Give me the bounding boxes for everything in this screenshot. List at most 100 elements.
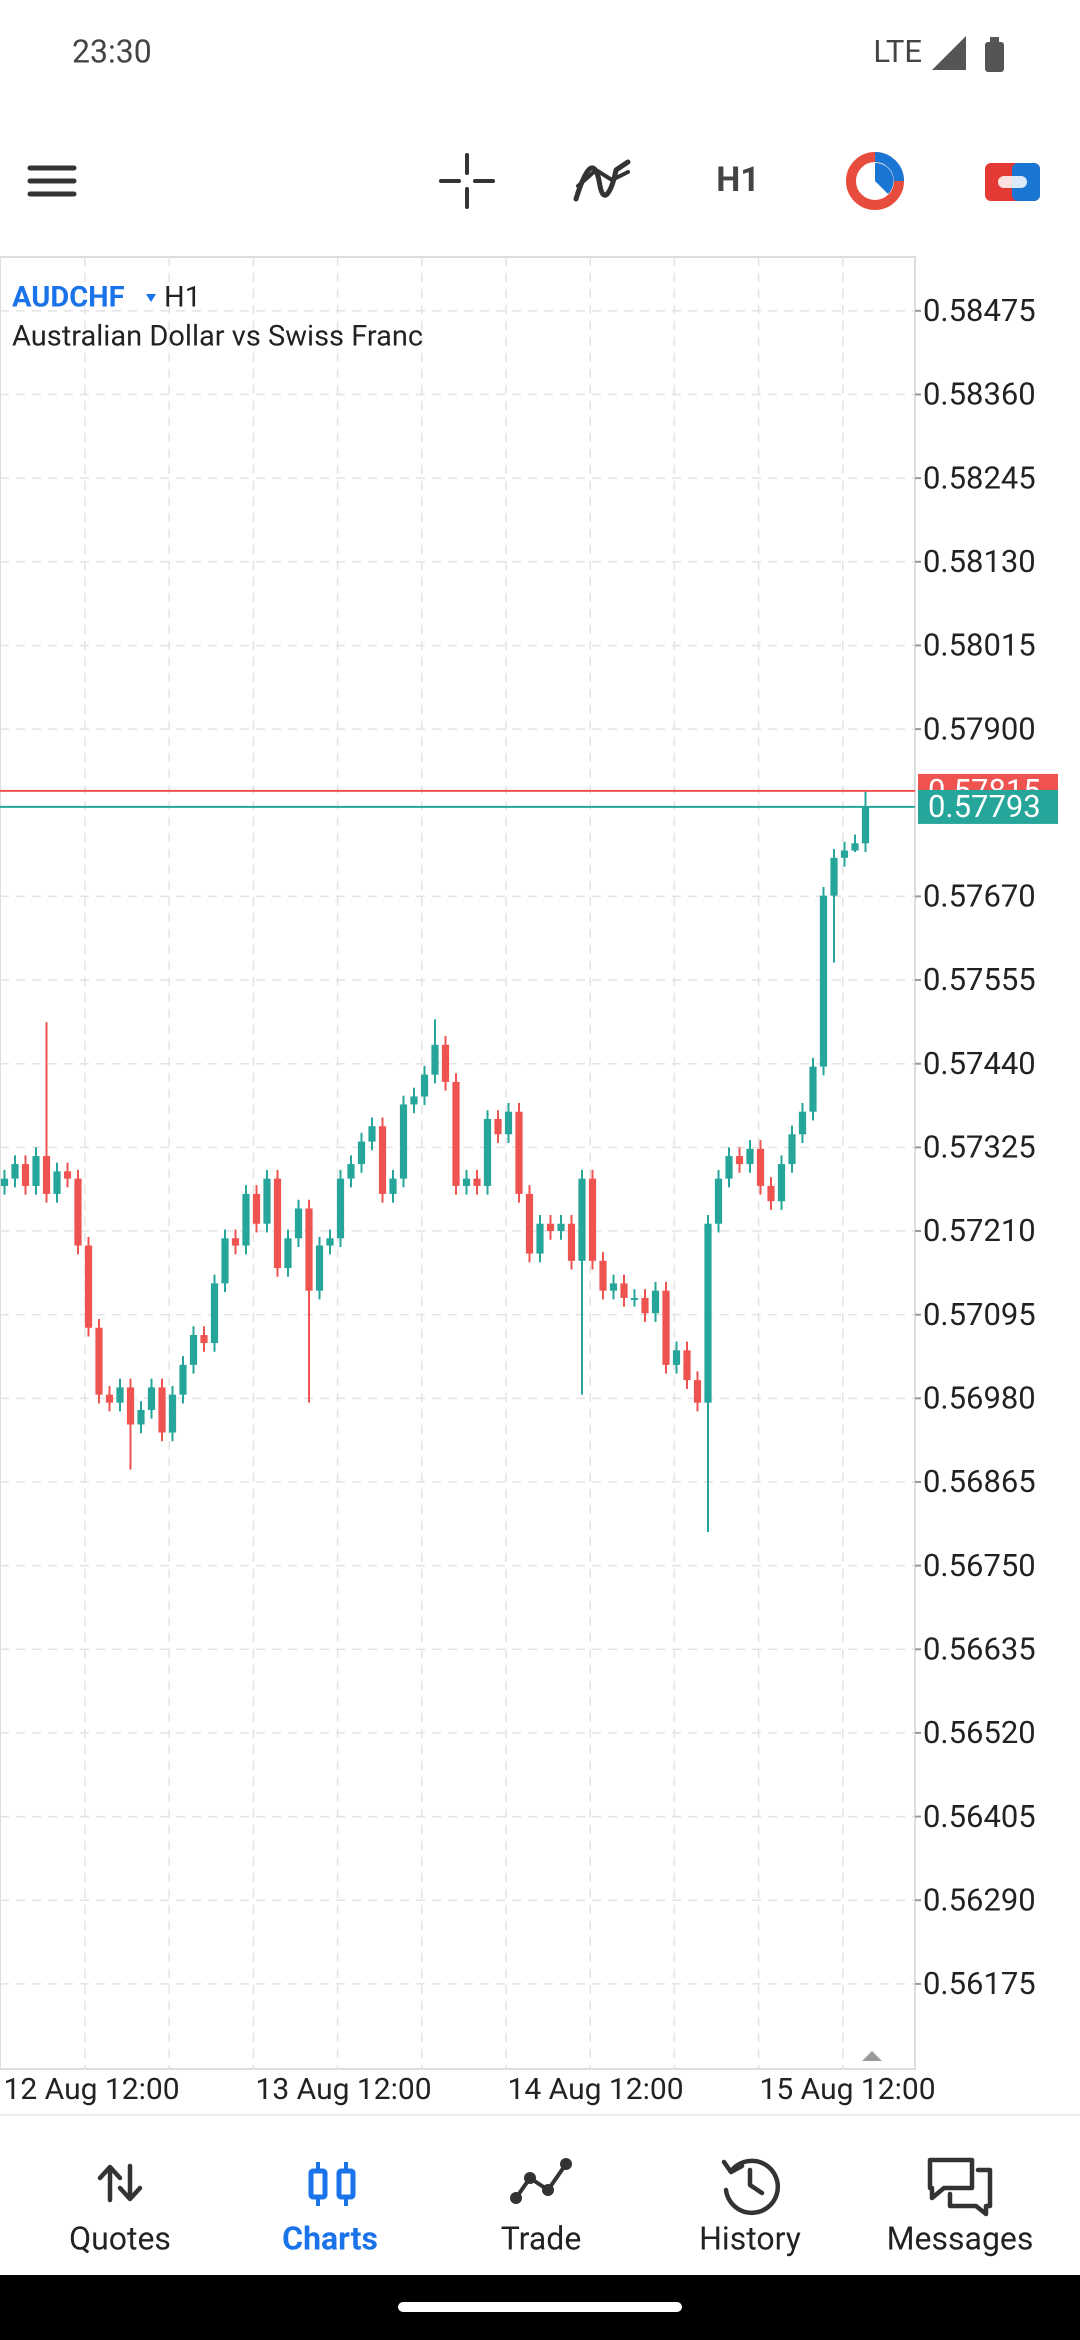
candle-body (651, 1290, 660, 1314)
y-tick-label: 0.58360 (923, 376, 1036, 413)
candle-body (378, 1126, 387, 1194)
y-tick-label: 0.57095 (923, 1296, 1036, 1333)
y-tick-label: 0.57440 (923, 1045, 1036, 1082)
candle-body (861, 806, 870, 844)
candle-body (546, 1223, 555, 1232)
timeframe-button[interactable]: H1 (716, 160, 760, 200)
x-tick-label: 15 Aug 12:00 (760, 2072, 936, 2107)
candle-body (74, 1178, 82, 1246)
candle-body (389, 1178, 397, 1194)
candle-body (735, 1156, 744, 1165)
candle-body (830, 857, 838, 896)
quotes-icon (97, 2163, 143, 2203)
home-indicator[interactable] (398, 2302, 682, 2312)
x-tick-label: 14 Aug 12:00 (508, 2072, 684, 2107)
candle-body (252, 1193, 261, 1224)
candle-body (410, 1096, 418, 1105)
candle-body (504, 1111, 513, 1135)
candle-body (851, 843, 859, 851)
bid-label-box (918, 789, 1058, 824)
y-tick-label: 0.56175 (923, 1965, 1036, 2002)
candle-body (42, 1156, 51, 1194)
candle-body (137, 1409, 145, 1425)
candle-body (105, 1394, 114, 1403)
candle-body (0, 1178, 9, 1186)
candle-body (116, 1387, 124, 1403)
candle-body (809, 1066, 817, 1112)
one-click-button[interactable] (985, 163, 1040, 201)
candle-body (819, 895, 828, 1067)
candle-body (315, 1245, 324, 1291)
symbol-dropdown[interactable] (146, 294, 156, 302)
y-tick-label: 0.57670 (923, 878, 1036, 915)
candle-body (357, 1141, 366, 1165)
signal-icon (932, 36, 966, 70)
candle-body (462, 1178, 471, 1186)
y-tick-label: 0.58245 (923, 459, 1036, 496)
candle-body (609, 1283, 618, 1291)
candle-body (704, 1223, 712, 1403)
candle-body (798, 1111, 807, 1135)
y-tick-label: 0.56980 (923, 1380, 1036, 1417)
y-tick-label: 0.57900 (923, 710, 1036, 747)
candle-body (536, 1223, 544, 1254)
candle-body (179, 1364, 187, 1395)
nav-item[interactable]: Trade (501, 2219, 582, 2257)
candle-body (221, 1238, 229, 1284)
candle-body (368, 1126, 376, 1142)
candle-body (662, 1290, 670, 1365)
candle-body (158, 1387, 166, 1433)
candle-body (746, 1148, 754, 1165)
symbol-name[interactable]: AUDCHF (12, 281, 125, 315)
symbol-timeframe: H1 (164, 281, 201, 315)
y-tick-label: 0.57555 (923, 961, 1036, 998)
nav-item[interactable]: Quotes (69, 2219, 171, 2257)
nav-item[interactable]: Charts (282, 2219, 378, 2257)
candle-body (452, 1081, 460, 1186)
candle-body (840, 850, 849, 858)
candle-body (305, 1208, 313, 1291)
battery-icon (985, 42, 1004, 72)
candle-body (557, 1223, 565, 1232)
y-tick-label: 0.56635 (923, 1630, 1036, 1667)
trade-mode-button[interactable] (846, 152, 904, 210)
x-tick-label: 13 Aug 12:00 (256, 2072, 432, 2107)
mode-arc (874, 152, 904, 182)
candle-body (273, 1178, 282, 1269)
candle-body (210, 1283, 219, 1344)
candle-body (336, 1178, 345, 1239)
candle-body (725, 1156, 733, 1179)
candle-body (525, 1193, 534, 1254)
nav-item[interactable]: History (699, 2219, 801, 2257)
indicators-button[interactable] (573, 159, 631, 202)
candle-body (441, 1044, 450, 1082)
candle-body (515, 1111, 523, 1194)
candle-body (588, 1178, 597, 1261)
nav-item[interactable]: Messages (887, 2219, 1034, 2257)
candle-body (11, 1164, 19, 1179)
y-tick-label: 0.56865 (923, 1463, 1036, 1500)
bid-label: 0.57793 (928, 788, 1041, 825)
candle-body (483, 1118, 492, 1186)
y-tick-label: 0.56290 (923, 1881, 1036, 1918)
candle-body (189, 1335, 198, 1365)
indicator-line (576, 168, 630, 188)
candle-body (126, 1387, 135, 1425)
candle-body (599, 1260, 607, 1291)
scroll-marker[interactable] (862, 2051, 882, 2061)
candle-body (567, 1223, 576, 1261)
charts-icon (308, 2162, 356, 2206)
candle-body (672, 1350, 681, 1365)
candle-body (714, 1178, 723, 1224)
crosshair-button[interactable] (439, 153, 495, 209)
candle-body (683, 1350, 691, 1381)
x-tick-label: 12 Aug 12:00 (4, 2072, 180, 2107)
candle-body (21, 1164, 30, 1186)
candle-body (578, 1178, 586, 1261)
candle-body (231, 1238, 240, 1246)
candle-body (641, 1297, 649, 1314)
chart[interactable]: 0.58475 0.58360 0.58245 0.58130 0.58015 0.579… (0, 256, 1058, 2107)
menu-button[interactable] (27, 165, 77, 197)
y-tick-label: 0.56405 (923, 1798, 1036, 1835)
y-tick-label: 0.56750 (923, 1547, 1036, 1584)
